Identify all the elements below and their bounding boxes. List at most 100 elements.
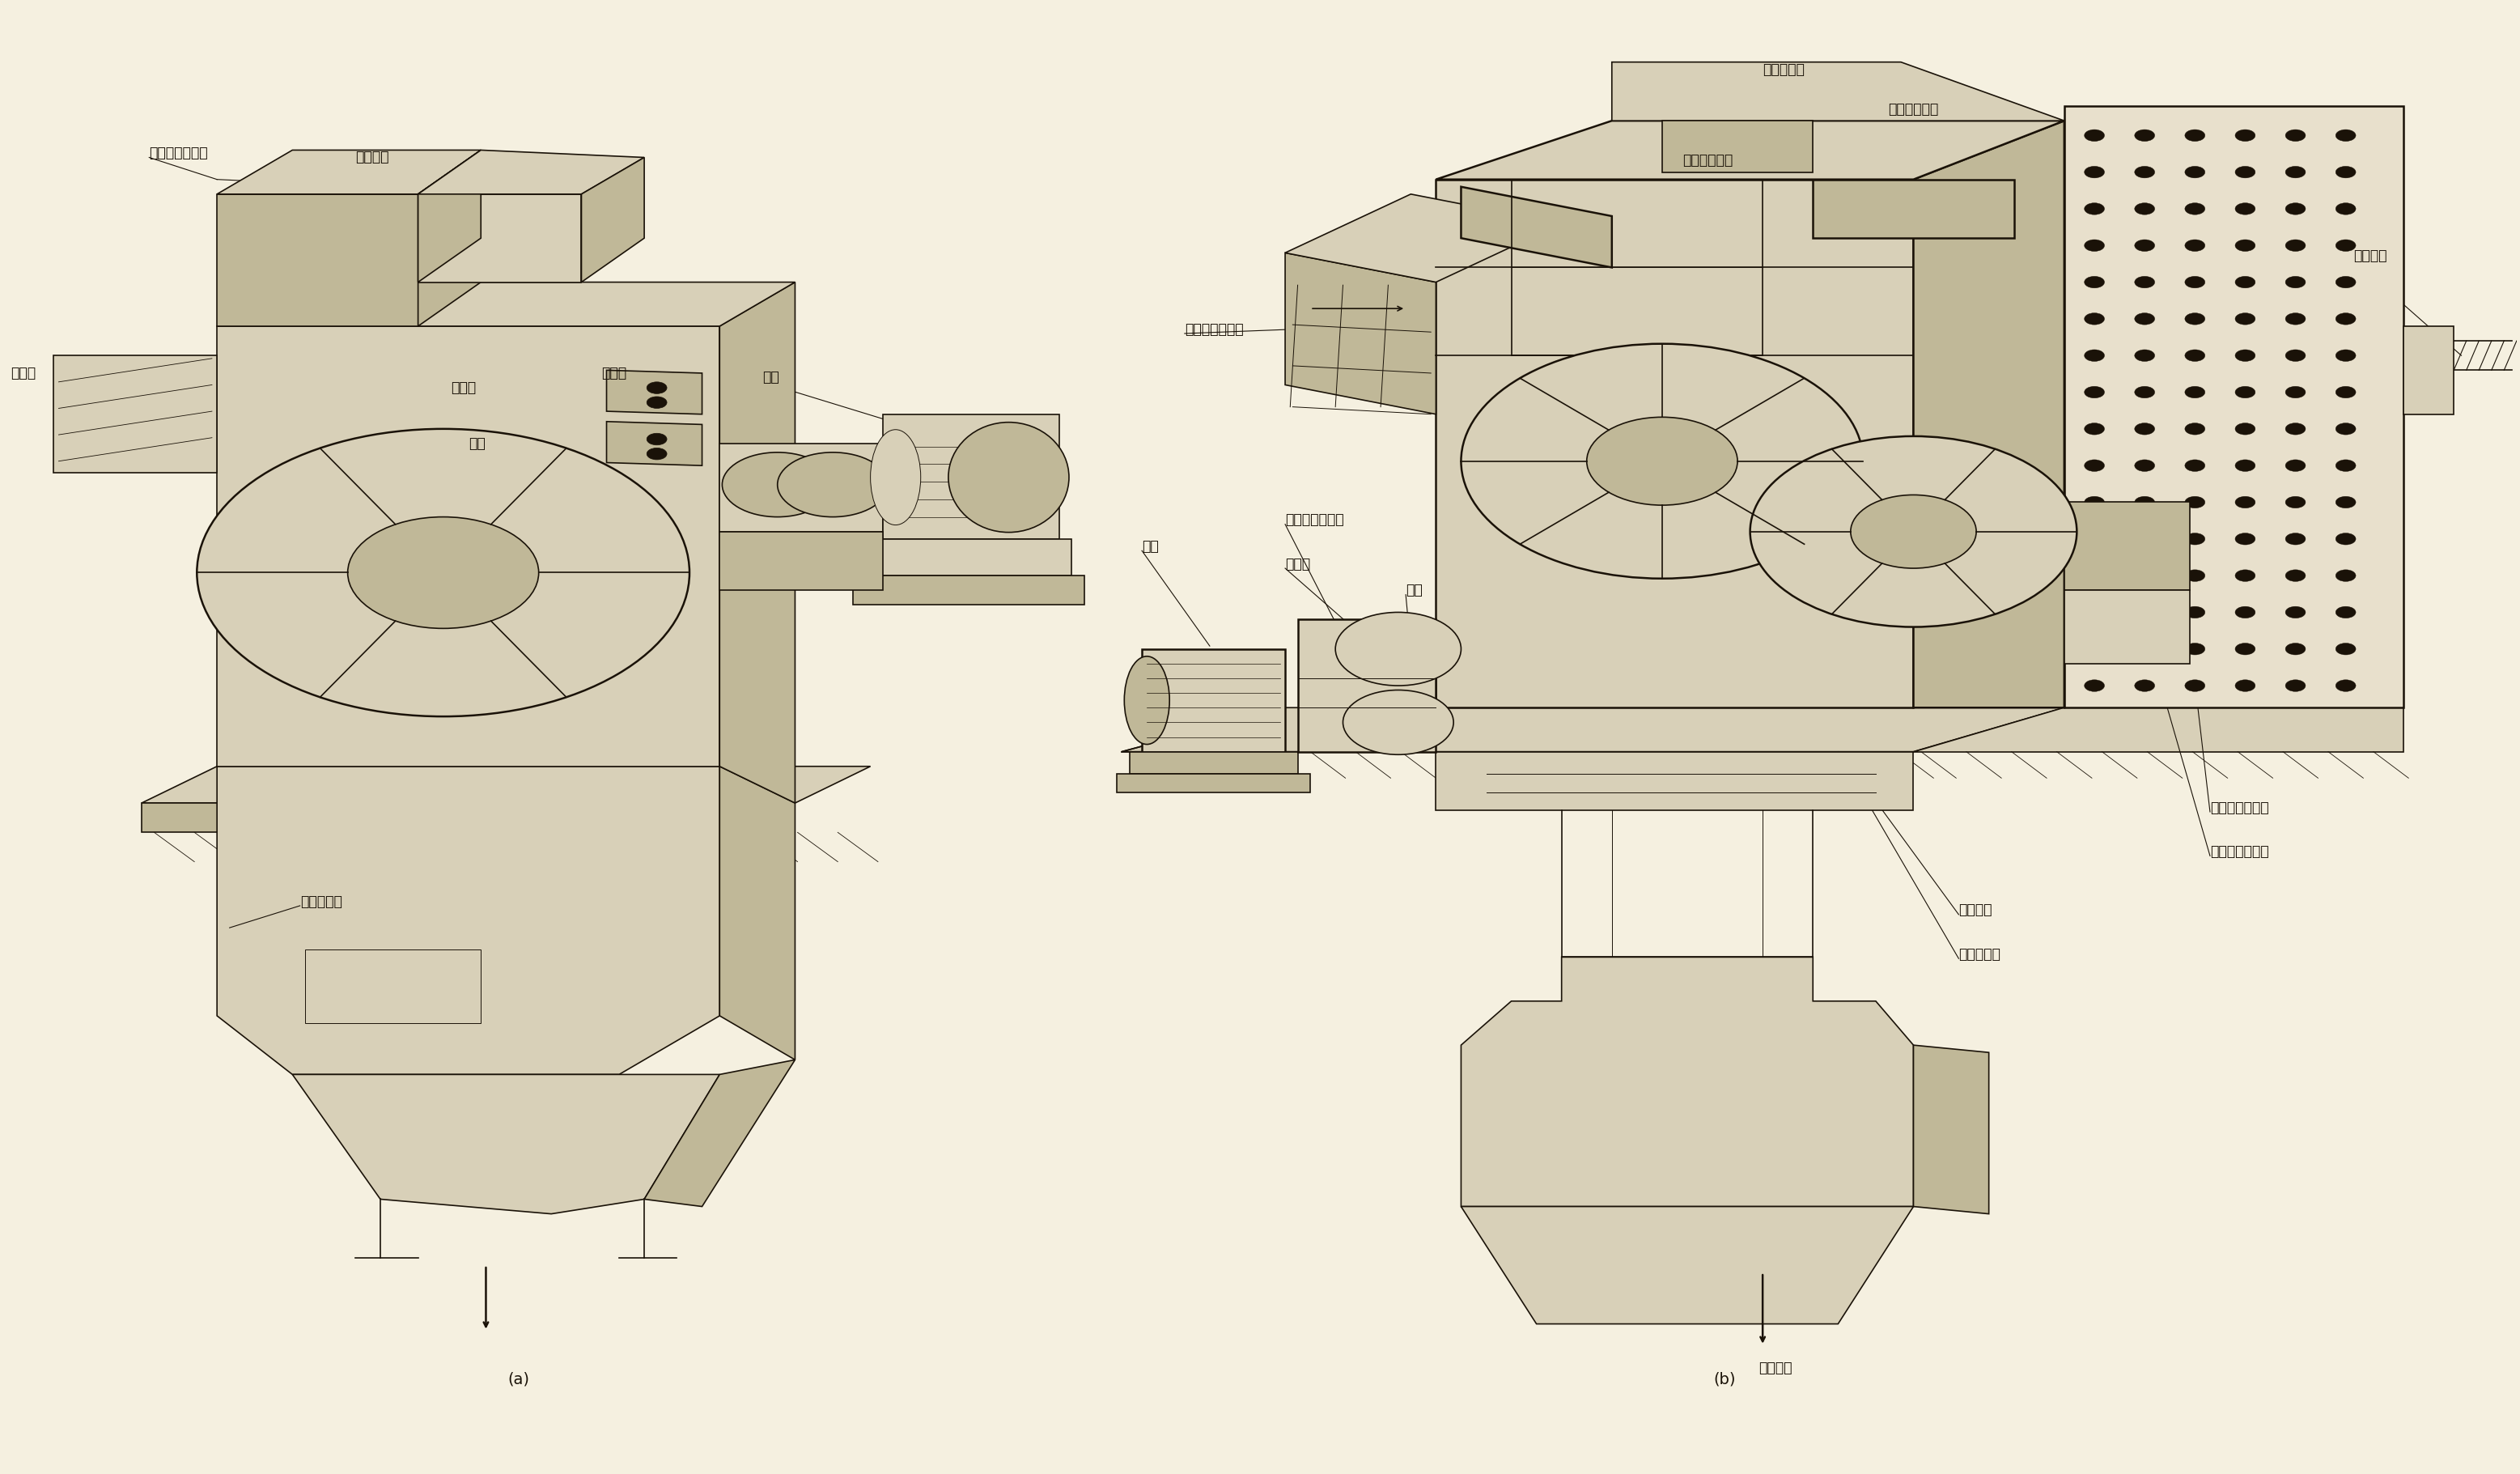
Circle shape [2235,497,2255,509]
Circle shape [2286,312,2306,324]
Circle shape [2185,534,2205,545]
Text: 第二级转子轴承: 第二级转子轴承 [2210,800,2268,815]
Ellipse shape [1124,656,1169,744]
Circle shape [2084,203,2104,215]
Circle shape [2084,460,2104,472]
Polygon shape [582,158,645,282]
Polygon shape [1285,195,1562,282]
Polygon shape [1436,180,1913,708]
Circle shape [2235,534,2255,545]
Circle shape [2235,130,2255,142]
Circle shape [2134,167,2155,178]
Circle shape [2286,460,2306,472]
Circle shape [2185,643,2205,654]
Circle shape [2336,460,2356,472]
Polygon shape [1462,1207,1913,1324]
Polygon shape [721,444,882,532]
Circle shape [2084,167,2104,178]
Circle shape [2336,130,2356,142]
Polygon shape [2064,503,2190,590]
Ellipse shape [948,422,1068,532]
Polygon shape [1129,752,1298,774]
Circle shape [2286,680,2306,691]
Circle shape [2084,130,2104,142]
Text: 护罩盖: 护罩盖 [1285,557,1310,570]
Circle shape [2336,570,2356,581]
Polygon shape [2064,106,2404,708]
Circle shape [2185,130,2205,142]
Circle shape [2185,276,2205,287]
Polygon shape [217,150,481,195]
Text: 轴承: 轴承 [1406,584,1424,597]
Ellipse shape [869,429,920,525]
Circle shape [2286,203,2306,215]
Polygon shape [1913,1045,1988,1215]
Polygon shape [721,766,794,1060]
Circle shape [723,453,832,517]
Circle shape [2185,460,2205,472]
Polygon shape [645,1060,794,1207]
Circle shape [2235,276,2255,287]
Polygon shape [217,195,418,326]
Text: 轴承: 轴承 [469,436,486,451]
Circle shape [2084,570,2104,581]
Circle shape [2185,167,2205,178]
Text: 均整篦板: 均整篦板 [1958,904,1993,917]
Polygon shape [2064,590,2190,663]
Circle shape [348,517,539,628]
Circle shape [2185,349,2205,361]
Circle shape [2286,606,2306,618]
Polygon shape [141,766,869,803]
Polygon shape [1913,121,2064,708]
Polygon shape [721,532,882,590]
Circle shape [2185,570,2205,581]
Polygon shape [882,414,1058,539]
Polygon shape [607,422,703,466]
Text: 压缩弹簧: 压缩弹簧 [2354,249,2386,262]
Circle shape [2084,423,2104,435]
Circle shape [2235,167,2255,178]
Circle shape [2134,606,2155,618]
Polygon shape [217,282,794,326]
Text: 被破碎物料入口: 被破碎物料入口 [1184,321,1242,336]
Polygon shape [721,282,794,803]
Circle shape [2134,312,2155,324]
Circle shape [2286,130,2306,142]
Circle shape [2286,167,2306,178]
Circle shape [2084,276,2104,287]
Polygon shape [1116,774,1310,793]
Text: 热气体进口: 热气体进口 [300,895,343,908]
Circle shape [2336,680,2356,691]
Circle shape [2235,643,2255,654]
Circle shape [648,448,668,460]
Polygon shape [292,1075,721,1215]
Text: 物料出口: 物料出口 [1759,1361,1792,1375]
Polygon shape [1663,121,1812,172]
Text: 联轴节: 联轴节 [602,366,627,380]
Circle shape [2185,203,2205,215]
Circle shape [2134,240,2155,252]
Text: 第一级转子轴承: 第一级转子轴承 [2210,845,2268,859]
Circle shape [2235,349,2255,361]
Text: 反击板: 反击板 [451,380,476,395]
Circle shape [2185,497,2205,509]
Circle shape [2235,312,2255,324]
Polygon shape [1613,62,2064,121]
Circle shape [2185,240,2205,252]
Circle shape [648,397,668,408]
Circle shape [2134,386,2155,398]
Circle shape [2084,497,2104,509]
Polygon shape [1436,121,2064,180]
Circle shape [2286,643,2306,654]
Circle shape [2286,534,2306,545]
Circle shape [2336,167,2356,178]
Text: 第一级传动装置: 第一级传动装置 [1285,513,1343,528]
Circle shape [2084,606,2104,618]
Polygon shape [1285,254,1436,414]
Circle shape [2134,497,2155,509]
Circle shape [2286,497,2306,509]
Polygon shape [1121,708,2064,752]
Circle shape [2235,606,2255,618]
Circle shape [2286,276,2306,287]
Circle shape [2235,423,2255,435]
